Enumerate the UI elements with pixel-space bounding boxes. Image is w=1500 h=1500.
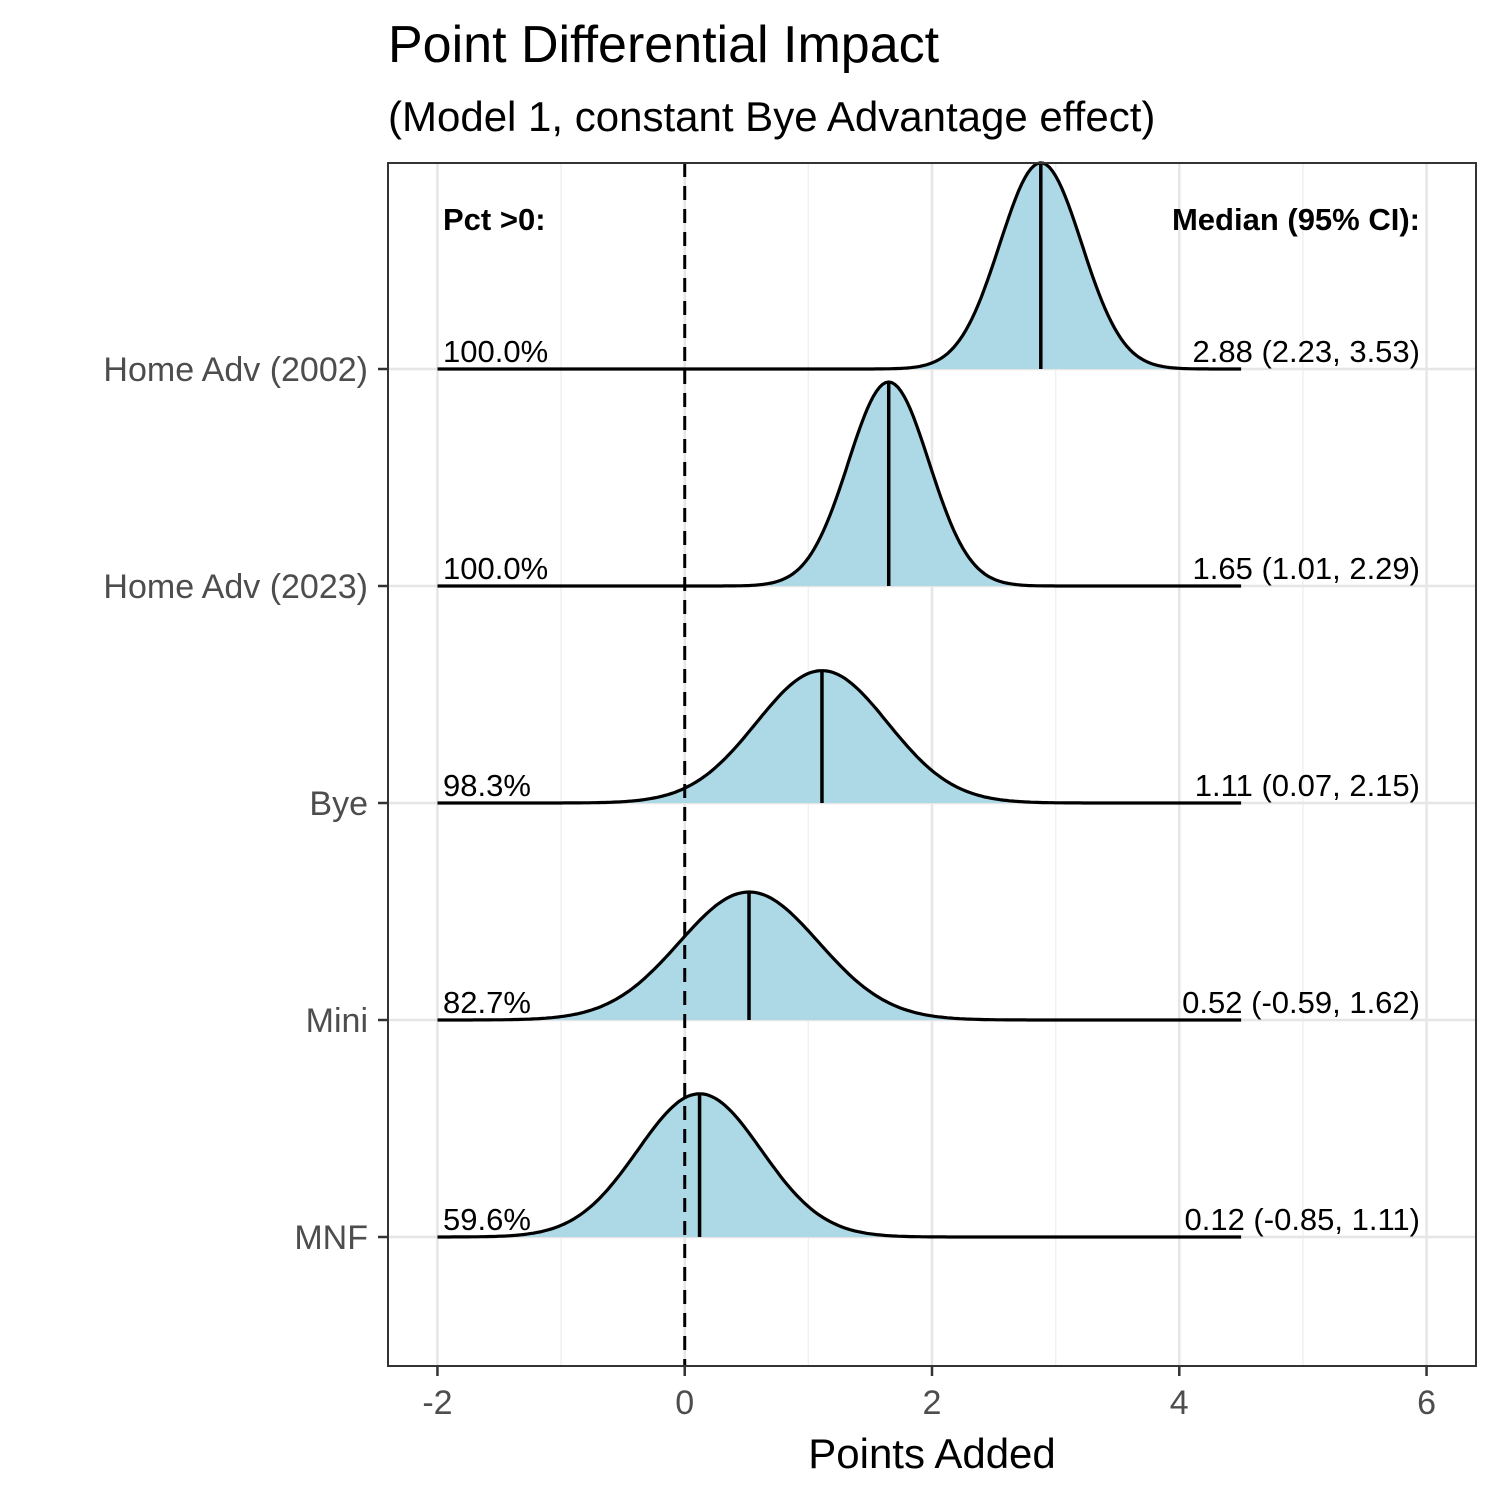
pct-label: 82.7% — [443, 985, 531, 1020]
x-tick-label: 0 — [675, 1384, 694, 1422]
median-ci-label: 0.12 (-0.85, 1.11) — [1184, 1202, 1420, 1237]
x-tick-label: 6 — [1417, 1384, 1436, 1422]
chart-subtitle: (Model 1, constant Bye Advantage effect) — [388, 93, 1155, 140]
y-tick-label: Bye — [309, 785, 368, 823]
pct-header: Pct >0: — [443, 202, 546, 237]
density-ridges — [437, 161, 1242, 1239]
median-ci-header: Median (95% CI): — [1172, 202, 1420, 237]
density-curve — [437, 380, 1242, 588]
density-curve — [437, 669, 1242, 805]
x-tick-label: 4 — [1170, 1384, 1189, 1422]
density-curve — [437, 161, 1242, 371]
y-tick-label: Mini — [306, 1002, 368, 1040]
pct-label: 98.3% — [443, 768, 531, 803]
chart-title: Point Differential Impact — [388, 16, 940, 74]
x-axis-title: Points Added — [808, 1430, 1056, 1477]
y-tick-label: Home Adv (2023) — [103, 568, 368, 606]
density-curve — [437, 890, 1242, 1022]
density-area — [437, 1093, 1242, 1237]
x-axis: -2 0 2 4 6 — [422, 1366, 1436, 1422]
median-ci-label: 2.88 (2.23, 3.53) — [1193, 334, 1421, 369]
ridge-labels: 100.0% 2.88 (2.23, 3.53) 100.0% 1.65 (1.01,… — [443, 334, 1420, 1237]
pct-label: 59.6% — [443, 1202, 531, 1237]
density-area — [437, 670, 1242, 803]
y-axis: Home Adv (2002) Home Adv (2023) Bye Mini MNF — [103, 351, 388, 1257]
median-ci-label: 0.52 (-0.59, 1.62) — [1182, 985, 1420, 1020]
median-ci-label: 1.11 (0.07, 2.15) — [1195, 768, 1420, 803]
pct-label: 100.0% — [443, 334, 548, 369]
median-ci-label: 1.65 (1.01, 2.29) — [1193, 551, 1421, 586]
density-area — [437, 382, 1242, 586]
y-tick-label: Home Adv (2002) — [103, 351, 368, 389]
x-tick-label: 2 — [923, 1384, 942, 1422]
density-curve — [437, 1092, 1242, 1239]
y-tick-label: MNF — [294, 1219, 368, 1257]
x-tick-label: -2 — [422, 1384, 452, 1422]
pct-label: 100.0% — [443, 551, 548, 586]
density-area — [437, 892, 1242, 1020]
